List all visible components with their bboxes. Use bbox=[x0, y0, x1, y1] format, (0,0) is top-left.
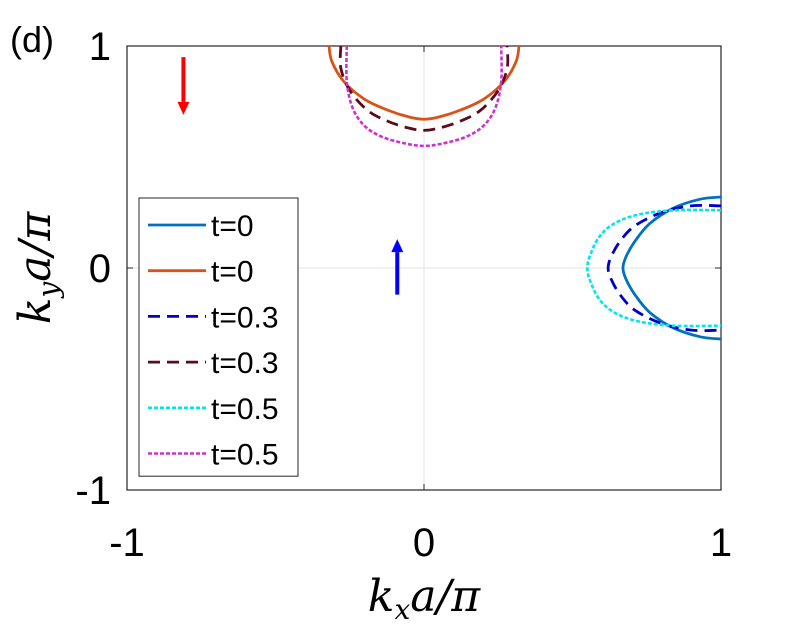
series-line-2 bbox=[606, 203, 721, 333]
legend-label-5: t=0.5 bbox=[211, 439, 279, 472]
arrow-layer bbox=[177, 57, 404, 295]
legend-label-4: t=0.5 bbox=[211, 393, 279, 426]
arrow-head-1 bbox=[391, 239, 404, 253]
series-layer bbox=[327, 46, 721, 341]
x-tick-label: 0 bbox=[413, 521, 435, 565]
legend-label-2: t=0.3 bbox=[211, 301, 279, 334]
legend-label-3: t=0.3 bbox=[211, 347, 279, 380]
x-tick-label: 1 bbox=[710, 521, 732, 565]
series-line-5 bbox=[345, 46, 503, 148]
y-tick-label: -1 bbox=[75, 469, 111, 513]
legend-label-1: t=0 bbox=[211, 256, 254, 289]
series-line-3 bbox=[338, 46, 510, 132]
y-tick-label: 0 bbox=[89, 247, 111, 291]
panel-label: (d) bbox=[10, 19, 54, 60]
y-tick-label: 1 bbox=[89, 25, 111, 69]
legend-label-0: t=0 bbox=[211, 210, 254, 243]
legend: t=0 t=0 t=0.3 t=0.3 t=0.5 t=0.5 bbox=[138, 197, 299, 477]
series-line-4 bbox=[586, 208, 721, 328]
legend-box bbox=[138, 197, 299, 477]
ticks-layer: -1 0 1 -1 0 1 bbox=[75, 25, 732, 565]
x-tick-label: -1 bbox=[109, 521, 145, 565]
y-axis-label: kya/π bbox=[10, 211, 65, 325]
x-axis-label: kxa/π bbox=[368, 571, 482, 626]
arrow-head-0 bbox=[177, 101, 190, 115]
